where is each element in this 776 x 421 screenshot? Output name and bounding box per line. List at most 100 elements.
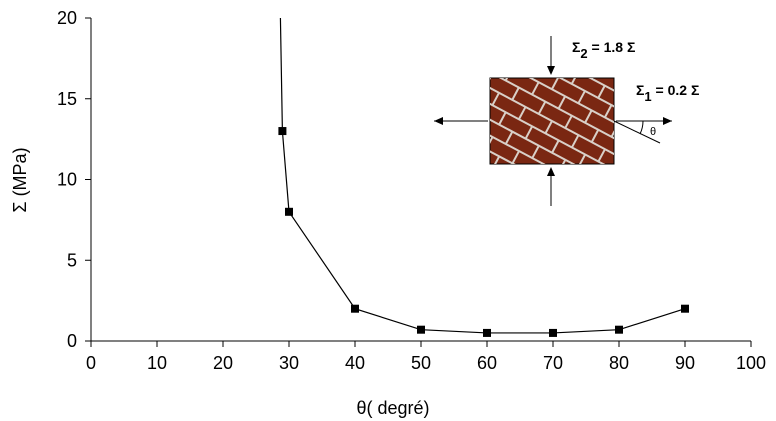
- data-point-marker: [278, 127, 287, 136]
- head-joint: [764, 126, 771, 138]
- head-joint: [599, 213, 606, 225]
- head-joint: [592, 257, 599, 269]
- head-joint: [678, 318, 685, 330]
- head-joint: [433, 172, 440, 184]
- head-joint: [511, 87, 520, 101]
- head-joint: [770, 209, 776, 221]
- head-joint: [731, 156, 738, 168]
- head-joint: [578, 27, 585, 39]
- head-joint: [407, 95, 414, 107]
- head-joint: [459, 0, 466, 8]
- head-joint: [426, 26, 433, 38]
- head-joint: [440, 128, 447, 140]
- head-joint: [387, 164, 394, 176]
- head-joint: [301, 102, 308, 114]
- head-joint: [731, 283, 738, 295]
- head-joint: [697, 123, 704, 135]
- head-joint: [354, 130, 361, 142]
- head-joint: [704, 142, 711, 154]
- head-joint: [597, 85, 606, 99]
- head-joint: [691, 103, 698, 115]
- head-joint: [493, 220, 500, 232]
- head-joint: [490, 136, 494, 144]
- bed-joint: [490, 134, 546, 164]
- head-joint: [658, 133, 665, 145]
- head-joint: [572, 262, 579, 274]
- sigma2-label: Σ2 = 1.8 Σ: [572, 39, 635, 61]
- head-joint: [678, 128, 685, 140]
- theta-reference-line: [613, 120, 661, 144]
- head-joint: [652, 241, 659, 253]
- x-tick-label: 100: [736, 353, 766, 373]
- head-joint: [446, 148, 453, 160]
- head-joint: [367, 105, 374, 117]
- head-joint: [340, 91, 347, 103]
- head-joint: [632, 183, 639, 195]
- head-joint: [711, 98, 718, 110]
- head-joint: [420, 134, 427, 146]
- head-joint: [525, 0, 532, 12]
- head-joint: [386, 36, 393, 48]
- data-point-marker: [549, 328, 557, 337]
- head-joint: [539, 165, 546, 177]
- head-joint: [526, 190, 533, 202]
- head-joint: [539, 38, 546, 50]
- head-joint: [590, 129, 600, 143]
- head-joint: [717, 117, 724, 129]
- theta-arc: [639, 120, 644, 135]
- mortar-joints: [301, 0, 776, 330]
- head-joint: [599, 276, 606, 288]
- head-joint: [413, 51, 420, 63]
- head-joint: [632, 246, 639, 258]
- head-joint: [665, 280, 672, 292]
- head-joint: [724, 264, 731, 276]
- head-joint: [480, 181, 487, 193]
- head-joint: [770, 145, 776, 157]
- bed-joint: [558, 78, 614, 108]
- head-joint: [373, 61, 380, 73]
- head-joint: [400, 139, 407, 151]
- data-point-marker: [615, 325, 623, 334]
- head-joint: [519, 234, 526, 246]
- head-joint: [367, 42, 374, 54]
- head-joint: [466, 206, 473, 218]
- head-joint: [665, 153, 672, 165]
- head-joint: [519, 170, 526, 182]
- head-joint: [314, 77, 321, 89]
- head-joint: [506, 195, 513, 207]
- head-joint: [684, 147, 691, 159]
- head-joint: [744, 195, 751, 207]
- head-joint: [750, 151, 757, 163]
- head-joint: [524, 125, 534, 140]
- head-joint: [499, 176, 506, 188]
- head-joint: [585, 174, 592, 186]
- head-joint: [551, 78, 560, 90]
- y-axis-title: Σ (MPa): [10, 147, 30, 212]
- head-joint: [671, 108, 678, 120]
- head-joint: [473, 98, 480, 110]
- head-joint: [512, 24, 519, 36]
- head-joint: [486, 200, 493, 212]
- head-joint: [718, 181, 725, 193]
- head-joint: [466, 15, 473, 27]
- head-joint: [552, 13, 559, 25]
- head-joint: [738, 239, 745, 251]
- head-joint: [472, 35, 479, 47]
- head-joint: [321, 97, 328, 109]
- sigma2-arrowhead-bottom: [547, 167, 555, 176]
- head-joint: [407, 158, 414, 170]
- head-joint: [557, 95, 567, 110]
- head-joint: [572, 8, 579, 20]
- masonry-inset-diagram: θ Σ2 = 1.8 Σ Σ1 = 0.2 Σ: [301, 0, 776, 330]
- head-joint: [393, 56, 400, 68]
- head-joint: [585, 237, 592, 249]
- head-joint: [730, 93, 737, 105]
- axes: 0 10 20 30 40 50 60 70 80 90 100 0 5 10 15 20: [57, 8, 766, 373]
- head-joint: [705, 269, 712, 281]
- head-joint: [658, 260, 665, 272]
- head-joint: [704, 206, 711, 218]
- head-joint: [665, 216, 672, 228]
- sigma2-subscript: 2: [580, 46, 587, 61]
- head-joint: [387, 100, 394, 112]
- data-point-marker: [417, 325, 425, 334]
